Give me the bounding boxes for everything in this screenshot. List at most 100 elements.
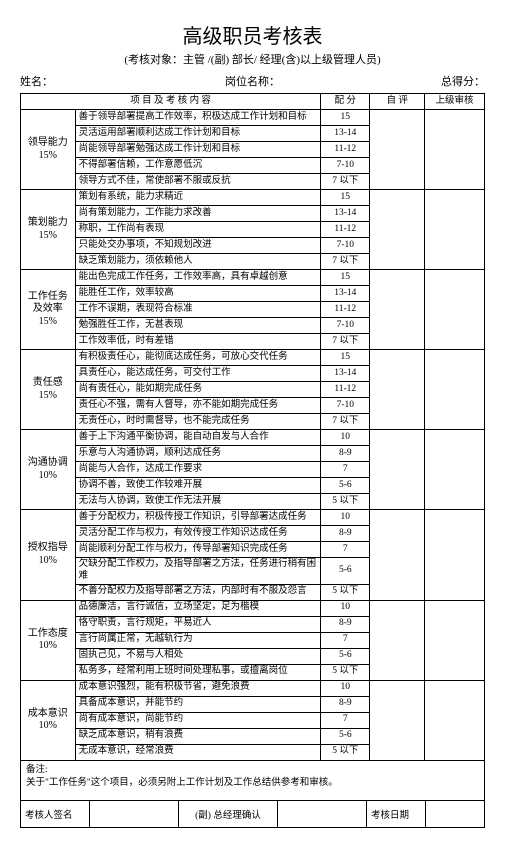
sign-blank2 [278, 801, 367, 827]
score-cell: 5 以下 [321, 494, 370, 510]
score-cell: 7 以下 [321, 334, 370, 350]
desc-cell: 不得部署信赖，工作意愿低沉 [75, 158, 321, 174]
sup-cell [424, 110, 484, 190]
col-self: 自 评 [370, 94, 425, 110]
score-cell: 11-12 [321, 142, 370, 158]
desc-cell: 称职，工作尚有表现 [75, 222, 321, 238]
score-cell: 7 [321, 462, 370, 478]
desc-cell: 私务多，经常利用上班时间处理私事，或擅离岗位 [75, 664, 321, 680]
score-cell: 7-10 [321, 158, 370, 174]
desc-cell: 成本意识强烈，能有积极节省，避免浪费 [75, 680, 321, 696]
score-cell: 5 以下 [321, 744, 370, 760]
sup-cell [424, 600, 484, 680]
desc-cell: 尚有成本意识，尚能节约 [75, 712, 321, 728]
col-item: 项 目 及 考 核 内 容 [21, 94, 321, 110]
desc-cell: 尚能与人合作，达成工作要求 [75, 462, 321, 478]
desc-cell: 具备成本意识，并能节约 [75, 696, 321, 712]
desc-cell: 策划有系统，能力求精近 [75, 190, 321, 206]
name-label: 姓名： [20, 73, 175, 89]
table-row: 责任感15%有积极责任心，能彻底达成任务，可放心交代任务15 [21, 350, 485, 366]
category-cell: 成本意识10% [21, 680, 76, 760]
score-cell: 8-9 [321, 526, 370, 542]
score-cell: 5-6 [321, 558, 370, 585]
desc-cell: 工作效率低，时有差错 [75, 334, 321, 350]
sup-cell [424, 430, 484, 510]
header-row: 姓名： 岗位名称： 总得分： [20, 73, 485, 89]
score-cell: 8-9 [321, 616, 370, 632]
score-cell: 8-9 [321, 446, 370, 462]
table-row: 策划能力15%策划有系统，能力求精近15 [21, 190, 485, 206]
table-row: 授权指导10%善于分配权力，积极传授工作知识，引导部署达成任务10 [21, 510, 485, 526]
desc-cell: 无成本意识，经常浪费 [75, 744, 321, 760]
score-cell: 15 [321, 270, 370, 286]
score-cell: 7-10 [321, 238, 370, 254]
self-cell [370, 270, 425, 350]
score-cell: 11-12 [321, 382, 370, 398]
sup-cell [424, 270, 484, 350]
score-cell: 7 以下 [321, 174, 370, 190]
sign-row: 考核人签名 (副) 总经理确认 考核日期 [20, 801, 485, 828]
desc-cell: 有积极责任心，能彻底达成任务，可放心交代任务 [75, 350, 321, 366]
desc-cell: 欠缺分配工作权力，及指导部署之方法，任务进行稍有困难 [75, 558, 321, 585]
self-cell [370, 680, 425, 760]
self-cell [370, 110, 425, 190]
desc-cell: 不善分配权力及指导部署之方法，内部时有不服及怨言 [75, 584, 321, 600]
score-cell: 5 以下 [321, 584, 370, 600]
score-cell: 5 以下 [321, 664, 370, 680]
score-cell: 5-6 [321, 728, 370, 744]
table-row: 成本意识10%成本意识强烈，能有积极节省，避免浪费10 [21, 680, 485, 696]
desc-cell: 善于上下沟通平衡协调，能自动自发与人合作 [75, 430, 321, 446]
desc-cell: 品德廉洁，言行诚信，立场坚定，足为楷模 [75, 600, 321, 616]
desc-cell: 恪守职责，言行规矩，平易近人 [75, 616, 321, 632]
desc-cell: 尚能领导部署勉强达成工作计划和目标 [75, 142, 321, 158]
desc-cell: 固执己见，不易与人相处 [75, 648, 321, 664]
desc-cell: 言行尚属正常，无越轨行为 [75, 632, 321, 648]
table-row: 沟通协调10%善于上下沟通平衡协调，能自动自发与人合作10 [21, 430, 485, 446]
desc-cell: 无责任心，时时需督导，也不能完成任务 [75, 414, 321, 430]
category-cell: 责任感15% [21, 350, 76, 430]
score-cell: 7 以下 [321, 414, 370, 430]
score-cell: 15 [321, 110, 370, 126]
desc-cell: 能出色完成工作任务，工作效率高，具有卓越创意 [75, 270, 321, 286]
score-cell: 7 以下 [321, 254, 370, 270]
desc-cell: 工作不误期，表现符合标准 [75, 302, 321, 318]
score-cell: 13-14 [321, 126, 370, 142]
table-row: 工作态度10%品德廉洁，言行诚信，立场坚定，足为楷模10 [21, 600, 485, 616]
notes-text: 关于"工作任务"这个项目，必须另附上工作计划及工作总结供参考和审核。 [26, 777, 479, 790]
desc-cell: 缺乏策划能力，须依赖他人 [75, 254, 321, 270]
score-cell: 15 [321, 190, 370, 206]
sup-cell [424, 190, 484, 270]
score-cell: 7 [321, 542, 370, 558]
post-label: 岗位名称： [175, 73, 330, 89]
desc-cell: 具责任心，能达成任务，可交付工作 [75, 366, 321, 382]
col-score: 配 分 [321, 94, 370, 110]
sign-blank3 [426, 801, 484, 827]
score-cell: 10 [321, 680, 370, 696]
self-cell [370, 510, 425, 601]
desc-cell: 尚有策划能力，工作能力求改善 [75, 206, 321, 222]
notes-label: 备注: [26, 764, 479, 777]
self-cell [370, 430, 425, 510]
desc-cell: 缺乏成本意识，稍有浪费 [75, 728, 321, 744]
sign-confirm: (副) 总经理确认 [179, 801, 278, 827]
score-cell: 5-6 [321, 648, 370, 664]
page-subtitle: (考核对象：主管 /(副) 部长/ 经理(含)以上级管理人员) [20, 51, 485, 67]
desc-cell: 能胜任工作，效率较高 [75, 286, 321, 302]
desc-cell: 善于领导部署提高工作效率，积极达成工作计划和目标 [75, 110, 321, 126]
score-cell: 11-12 [321, 302, 370, 318]
category-cell: 授权指导10% [21, 510, 76, 601]
score-cell: 7 [321, 712, 370, 728]
score-cell: 13-14 [321, 286, 370, 302]
score-cell: 5-6 [321, 478, 370, 494]
desc-cell: 乐意与人沟通协调，顺利达成任务 [75, 446, 321, 462]
sign-blank1 [90, 801, 179, 827]
desc-cell: 勉强胜任工作，无甚表现 [75, 318, 321, 334]
category-cell: 工作任务及效率15% [21, 270, 76, 350]
sign-signer: 考核人签名 [21, 801, 90, 827]
category-cell: 工作态度10% [21, 600, 76, 680]
desc-cell: 善于分配权力，积极传授工作知识，引导部署达成任务 [75, 510, 321, 526]
table-header-row: 项 目 及 考 核 内 容 配 分 自 评 上级审核 [21, 94, 485, 110]
sup-cell [424, 680, 484, 760]
score-cell: 8-9 [321, 696, 370, 712]
notes-box: 备注: 关于"工作任务"这个项目，必须另附上工作计划及工作总结供参考和审核。 [20, 761, 485, 802]
